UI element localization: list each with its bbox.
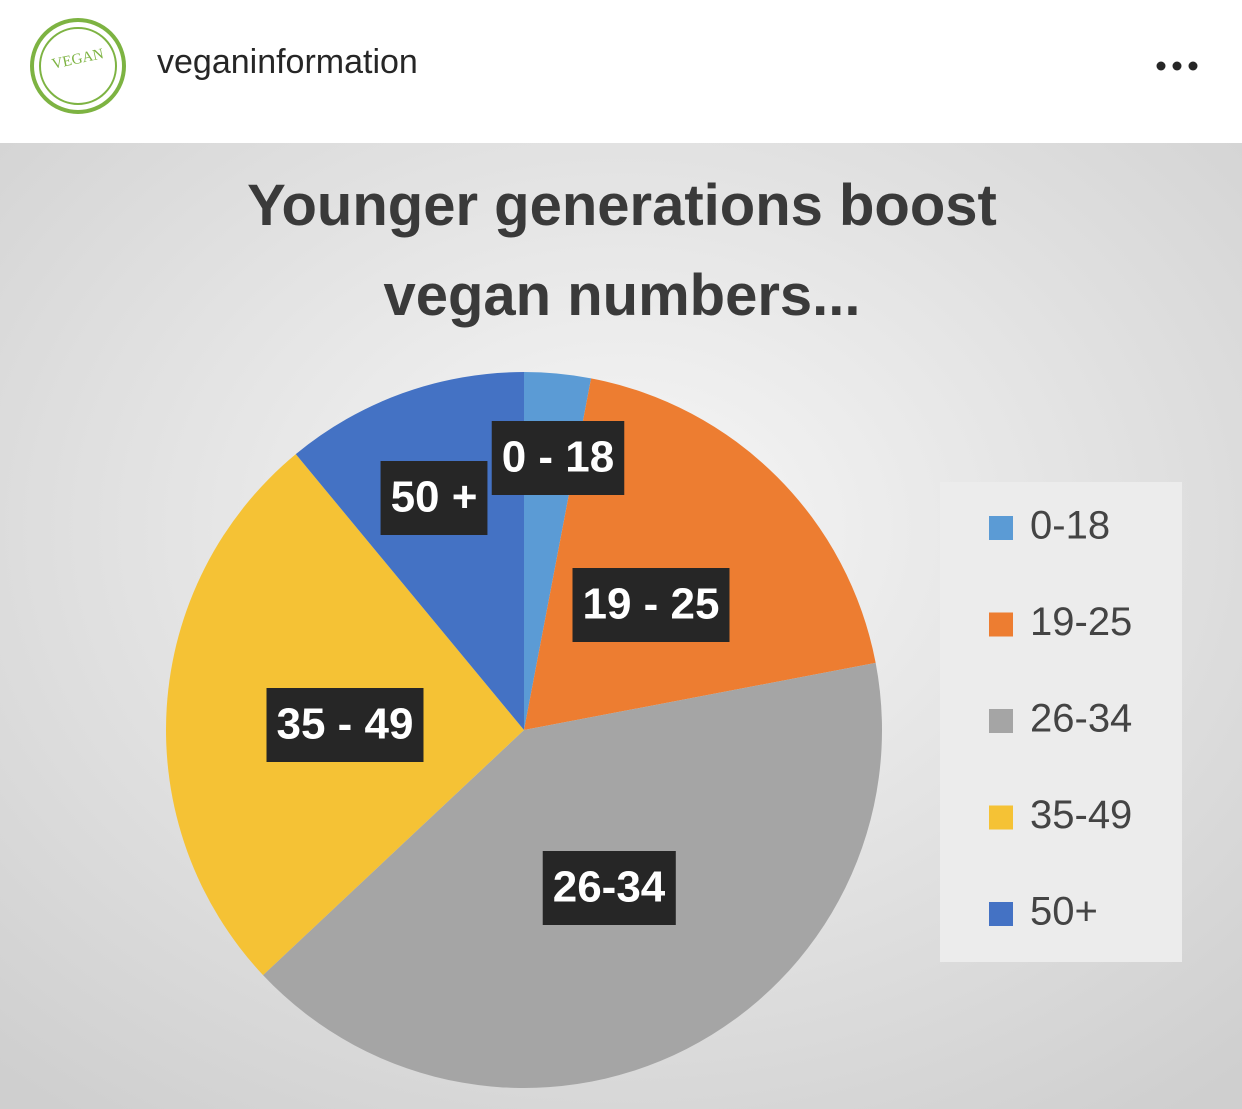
legend-label: 50+ [1030, 890, 1098, 934]
data-label: 50 + [380, 461, 488, 535]
legend-swatch [989, 612, 1013, 637]
legend-label: 19-25 [1030, 600, 1132, 644]
data-label-text: 19 - 25 [583, 580, 720, 629]
data-label-box [542, 851, 676, 925]
legend-swatch [989, 805, 1013, 830]
legend-swatch [989, 902, 1013, 926]
data-label: 19 - 25 [572, 568, 730, 642]
chart-title: Younger generations boost vegan numbers..… [247, 173, 997, 328]
data-label-text: 35 - 49 [277, 700, 414, 749]
username[interactable]: veganinformation [157, 43, 418, 81]
legend-label: 35-49 [1030, 793, 1132, 837]
more-button[interactable] [1156, 61, 1198, 71]
data-label-box [380, 461, 488, 535]
data-label-text: 0 - 18 [502, 433, 615, 482]
legend-box [940, 482, 1182, 962]
legend-swatch [989, 709, 1013, 733]
data-label-text: 50 + [391, 473, 478, 522]
legend-label: 0-18 [1030, 504, 1110, 548]
data-label: 35 - 49 [266, 688, 424, 762]
post-header [0, 0, 1242, 143]
legend-label: 26-34 [1030, 697, 1132, 741]
data-label-box [266, 688, 424, 762]
legend-swatch [989, 516, 1013, 540]
data-label-box [491, 421, 625, 495]
data-label-text: 26-34 [553, 863, 666, 912]
data-label: 0 - 18 [491, 421, 625, 495]
data-label: 26-34 [542, 851, 676, 925]
avatar[interactable]: VEGAN [30, 18, 126, 114]
chart-title-text: Younger generations boost vegan numbers..… [247, 173, 997, 328]
data-label-box [572, 568, 730, 642]
